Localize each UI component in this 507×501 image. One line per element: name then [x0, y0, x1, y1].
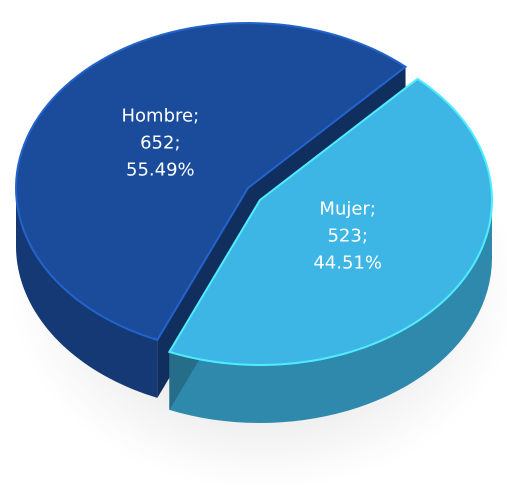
- label-separator: ;: [362, 225, 368, 246]
- pie: Hombre;652;55.49%Mujer;523;44.51%: [15, 22, 493, 423]
- slice-side: [169, 200, 492, 423]
- label-separator: ;: [174, 133, 180, 154]
- percentage-label: 55.49%: [126, 160, 195, 181]
- slice-top: [15, 22, 408, 342]
- percentage-label: 55.49%: [126, 160, 195, 181]
- category-label: Hombre: [121, 106, 193, 127]
- category-label: Mujer;: [319, 198, 376, 219]
- slice: Mujer;523;44.51%: [167, 77, 493, 423]
- slice-side: [16, 188, 158, 398]
- percentage-label: 44.51%: [313, 252, 382, 273]
- category-label: Mujer: [319, 198, 370, 219]
- category-label: Hombre;: [121, 106, 199, 127]
- value-label: 523;: [327, 225, 367, 246]
- value-label: 652: [140, 133, 174, 154]
- value-label: 523: [327, 225, 361, 246]
- label-separator: ;: [370, 198, 376, 219]
- label-separator: ;: [193, 106, 199, 127]
- percentage-label: 44.51%: [313, 252, 382, 273]
- value-label: 652;: [140, 133, 180, 154]
- slice-top: [167, 77, 493, 366]
